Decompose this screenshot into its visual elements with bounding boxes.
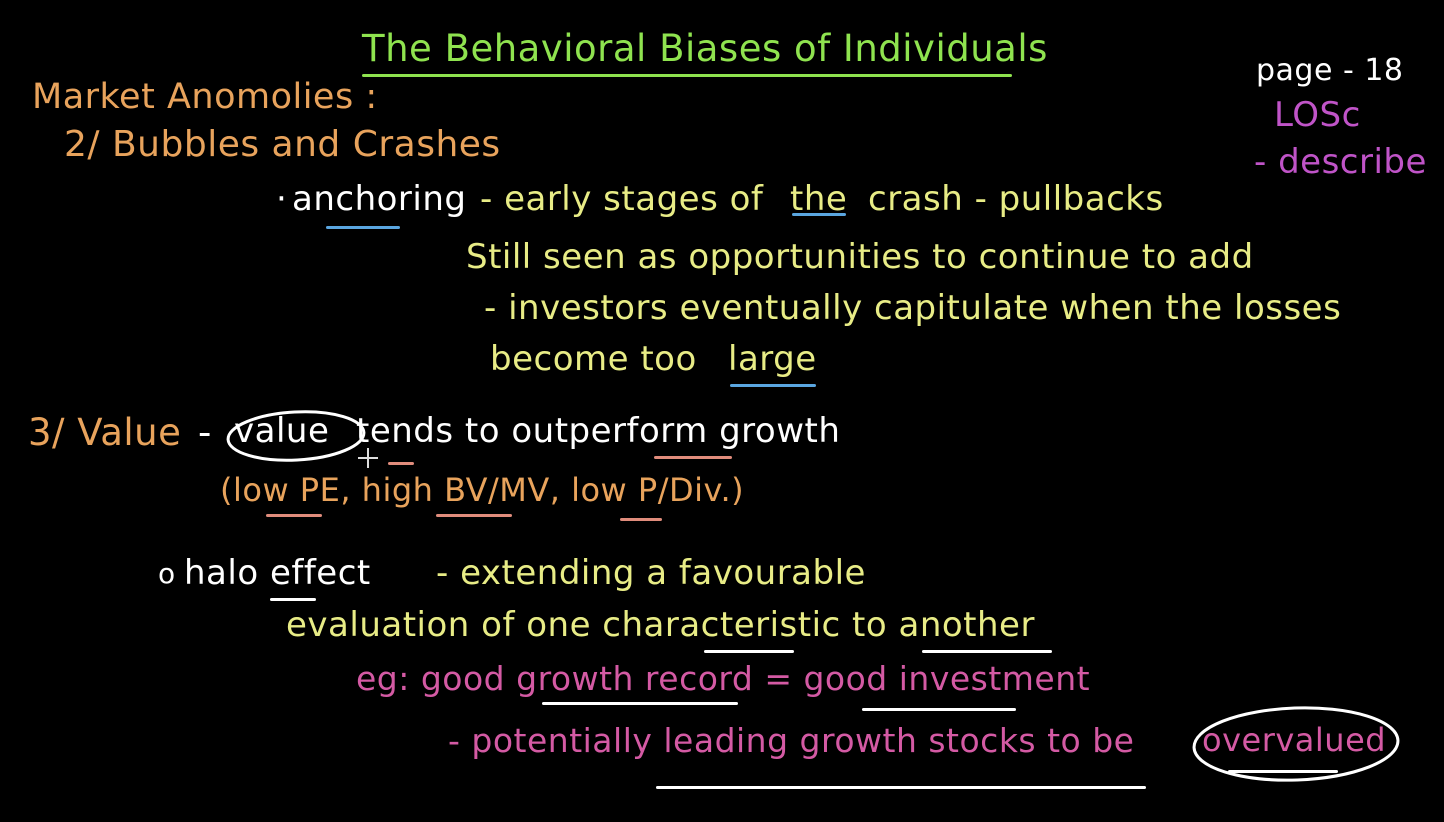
overvalued-underline <box>1228 770 1338 773</box>
large-underline <box>730 384 816 387</box>
anchoring-the: the <box>790 179 848 219</box>
market-anomalies-heading: Market Anomolies : <box>32 77 378 117</box>
the-underline <box>792 213 846 216</box>
anchoring-line-3: - investors eventually capitulate when t… <box>484 288 1342 328</box>
low-pe-underline <box>266 514 322 517</box>
anchoring-bullet: · <box>276 179 288 219</box>
good-investment-underline <box>862 708 1016 711</box>
effect-underline <box>270 598 316 601</box>
halo-definition-2: evaluation of one characteristic to anot… <box>286 605 1035 645</box>
overvalued-word: overvalued <box>1202 721 1387 759</box>
anchoring-line-2: Still seen as opportunities to continue … <box>466 237 1254 277</box>
value-statement: tends to outperform growth <box>356 411 841 451</box>
anchoring-definition-2: crash - pullbacks <box>868 179 1164 219</box>
title-underline <box>362 74 1012 77</box>
page-reference: page - 18 <box>1256 53 1404 88</box>
anchoring-definition-1: - early stages of <box>480 179 764 219</box>
tends-underline <box>388 462 414 465</box>
growth-record-underline <box>542 702 738 705</box>
anchoring-line-4: become too <box>490 339 697 379</box>
halo-consequence: - potentially leading growth stocks to b… <box>448 721 1135 760</box>
large-word: large <box>728 339 817 379</box>
value-dash: - <box>198 411 212 454</box>
los-label: LOSc <box>1274 95 1361 135</box>
crosshair-cursor-icon <box>358 448 378 468</box>
to-another-underline <box>922 650 1052 653</box>
value-circled-word: value <box>234 411 330 451</box>
command-word: - describe <box>1254 142 1427 182</box>
anchoring-term: anchoring <box>292 179 467 219</box>
halo-bullet: o <box>158 557 176 590</box>
value-heading: 3/ Value <box>28 411 182 454</box>
bubbles-crashes-heading: 2/ Bubbles and Crashes <box>64 124 501 165</box>
value-ratios: (low PE, high BV/MV, low P/Div.) <box>220 471 745 509</box>
high-bvmv-underline <box>436 514 512 517</box>
halo-definition-1: - extending a favourable <box>436 553 866 593</box>
outperform-underline <box>654 456 732 459</box>
low-pdiv-underline <box>620 518 662 521</box>
leading-growth-stocks-underline <box>656 786 1146 789</box>
characteristic-underline <box>704 650 794 653</box>
page-title: The Behavioral Biases of Individuals <box>362 27 1048 70</box>
halo-effect-term: halo effect <box>184 553 371 593</box>
anchoring-underline <box>326 226 400 229</box>
halo-example: eg: good growth record = good investment <box>356 659 1091 698</box>
